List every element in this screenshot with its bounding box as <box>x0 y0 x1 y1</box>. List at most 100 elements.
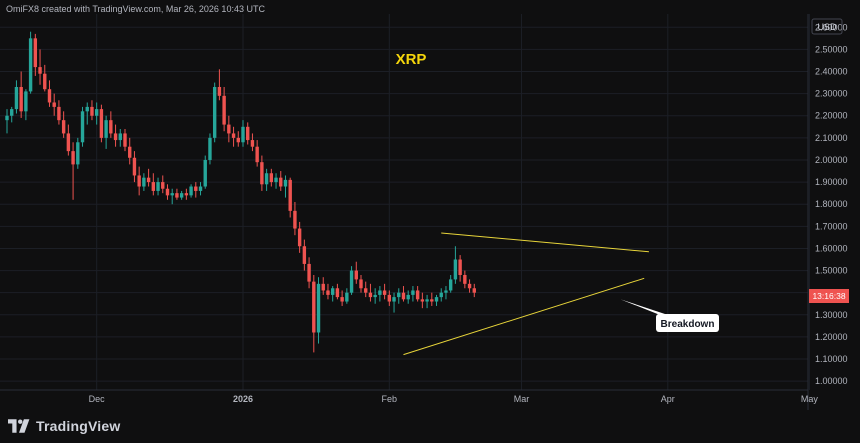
candle-body <box>354 270 358 280</box>
candle-body <box>406 294 410 300</box>
candle <box>302 239 307 271</box>
candle-body <box>170 193 174 196</box>
current-price-label: 13:16:38 <box>809 289 849 303</box>
candle-body <box>326 290 330 295</box>
time-tick-label: Apr <box>661 394 675 404</box>
candle-body <box>392 297 396 302</box>
candle <box>151 173 156 196</box>
candle-body <box>203 159 207 187</box>
candle-body <box>146 177 151 183</box>
candle-body <box>340 297 344 302</box>
candle <box>264 168 269 191</box>
current-price-label-box <box>809 289 849 303</box>
candle-body <box>57 106 61 121</box>
candle <box>439 288 443 302</box>
candle-body <box>123 133 127 147</box>
candle <box>71 142 75 200</box>
candle <box>387 290 392 306</box>
candle-body <box>458 259 462 275</box>
candle <box>411 286 415 302</box>
candle <box>175 188 179 200</box>
tradingview-wordmark: TradingView <box>36 418 121 434</box>
candle-body <box>179 193 184 198</box>
candle <box>85 102 89 125</box>
price-tick-label: 2.30000 <box>815 89 848 99</box>
candle <box>467 279 472 293</box>
candle-body <box>161 182 165 189</box>
time-axis[interactable]: Dec 2026 Feb Mar Apr May <box>89 394 819 404</box>
candle <box>113 124 118 147</box>
candle-body <box>274 177 278 183</box>
tradingview-logo[interactable]: TradingView <box>8 418 120 434</box>
candle-body <box>345 292 349 302</box>
breakdown-callout: Breakdown <box>620 299 719 332</box>
breakdown-callout-text: Breakdown <box>661 319 715 330</box>
candle <box>335 283 340 300</box>
candle <box>66 124 71 156</box>
time-tick-label: Mar <box>514 394 530 404</box>
price-tick-label: 2.50000 <box>815 44 848 54</box>
candle <box>345 288 349 304</box>
candle <box>349 266 354 295</box>
candle <box>212 82 217 143</box>
current-price-countdown: 13:16:38 <box>812 291 845 301</box>
candle-body <box>165 188 170 196</box>
candle <box>137 166 141 196</box>
price-tick-label: 1.00000 <box>815 376 848 386</box>
triangle-trendlines <box>403 232 649 356</box>
candle-body <box>113 133 118 141</box>
candle <box>80 106 85 147</box>
candle-body <box>349 270 354 293</box>
candle-body <box>156 182 160 191</box>
candle-body <box>132 157 137 176</box>
candlestick-series <box>5 31 476 353</box>
trendline-upper[interactable] <box>441 232 649 253</box>
candle-body <box>80 111 85 143</box>
candle-body <box>472 288 476 293</box>
candle <box>312 274 316 353</box>
candle <box>364 281 368 298</box>
price-chart[interactable]: XRP 2.600002.500002.400002.300002.200002… <box>0 0 860 410</box>
candle-body <box>28 38 33 92</box>
candle-body <box>246 126 250 141</box>
currency-badge[interactable]: USD <box>817 22 837 32</box>
candle-body <box>85 106 89 112</box>
candle-body <box>33 38 38 68</box>
candle-body <box>208 137 212 160</box>
candle-body <box>5 115 9 121</box>
candle-body <box>94 109 99 116</box>
candle-body <box>109 120 113 134</box>
candle-body <box>76 142 80 165</box>
candle-body <box>401 292 406 300</box>
candle-body <box>19 86 23 112</box>
currency-badge-box[interactable] <box>811 18 843 35</box>
candle <box>146 168 151 187</box>
candle-body <box>364 288 368 293</box>
candle-body <box>297 228 302 247</box>
price-axis[interactable]: 2.60000 2.50000 2.40000 2.30000 2.20000 2.100… <box>815 22 848 386</box>
candle <box>194 182 198 198</box>
candle-body <box>293 210 297 229</box>
price-tick-label: 2.40000 <box>815 67 848 77</box>
time-tick-label: Dec <box>89 394 106 404</box>
candle-body <box>467 283 472 289</box>
candle <box>94 102 99 125</box>
candle <box>288 177 292 218</box>
price-tick-label: 1.90000 <box>815 177 848 187</box>
candle-body <box>142 177 146 187</box>
candle <box>179 190 184 200</box>
candle-body <box>382 290 387 295</box>
candle-body <box>283 179 288 187</box>
candle <box>293 202 297 236</box>
candle-body <box>397 292 401 298</box>
candle <box>316 277 321 344</box>
trendline-lower[interactable] <box>403 277 645 356</box>
candle <box>340 290 344 306</box>
candle-body <box>368 292 373 298</box>
candle-body <box>14 86 19 110</box>
candle-body <box>61 120 66 134</box>
candle-body <box>38 67 42 74</box>
breakdown-callout-pointer <box>620 299 668 315</box>
price-tick-label: 1.20000 <box>815 332 848 342</box>
candle <box>165 184 170 200</box>
